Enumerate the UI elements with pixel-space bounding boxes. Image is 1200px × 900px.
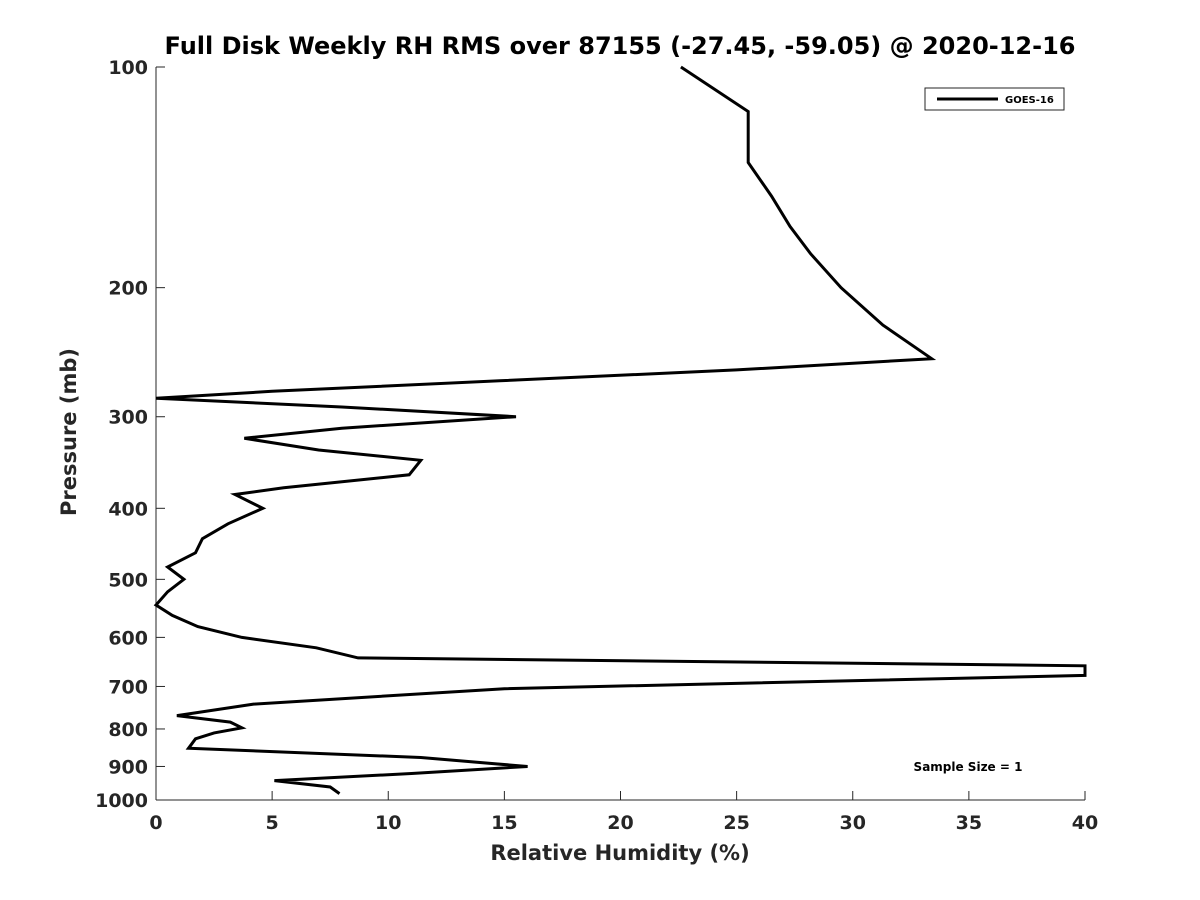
y-tick-label: 400	[108, 498, 148, 520]
x-tick-label: 5	[266, 812, 279, 834]
y-tick-label: 200	[108, 278, 148, 300]
legend: GOES-16	[924, 87, 1065, 111]
x-tick-label: 35	[956, 812, 982, 834]
x-axis-label: Relative Humidity (%)	[490, 841, 749, 865]
x-tick-label: 25	[723, 812, 749, 834]
y-tick-label: 1000	[95, 790, 148, 812]
legend-label: GOES-16	[1005, 95, 1054, 106]
y-tick-label: 900	[108, 756, 148, 778]
y-tick-label: 500	[108, 569, 148, 591]
series-layer	[153, 65, 1087, 795]
x-tick-label: 0	[149, 812, 162, 834]
sample-size-annotation: Sample Size = 1	[914, 760, 1023, 774]
x-tick-label: 40	[1072, 812, 1098, 834]
x-tick-label: 30	[840, 812, 866, 834]
x-tick-label: 10	[375, 812, 401, 834]
x-tick-label: 15	[491, 812, 517, 834]
y-axis-label: Pressure (mb)	[57, 348, 81, 516]
chart-title: Full Disk Weekly RH RMS over 87155 (-27.…	[165, 32, 1076, 60]
y-tick-label: 100	[108, 57, 148, 79]
plot-axes: 0 5 10 15 20 25 30 35 40 100 200 300 400 500 600 700 800…	[95, 57, 1098, 834]
x-tick-label: 20	[607, 812, 633, 834]
y-tick-label: 300	[108, 407, 148, 429]
y-tick-label: 600	[108, 627, 148, 649]
series-line-0	[153, 65, 1087, 795]
y-tick-label: 700	[108, 676, 148, 698]
y-tick-label: 800	[108, 719, 148, 741]
